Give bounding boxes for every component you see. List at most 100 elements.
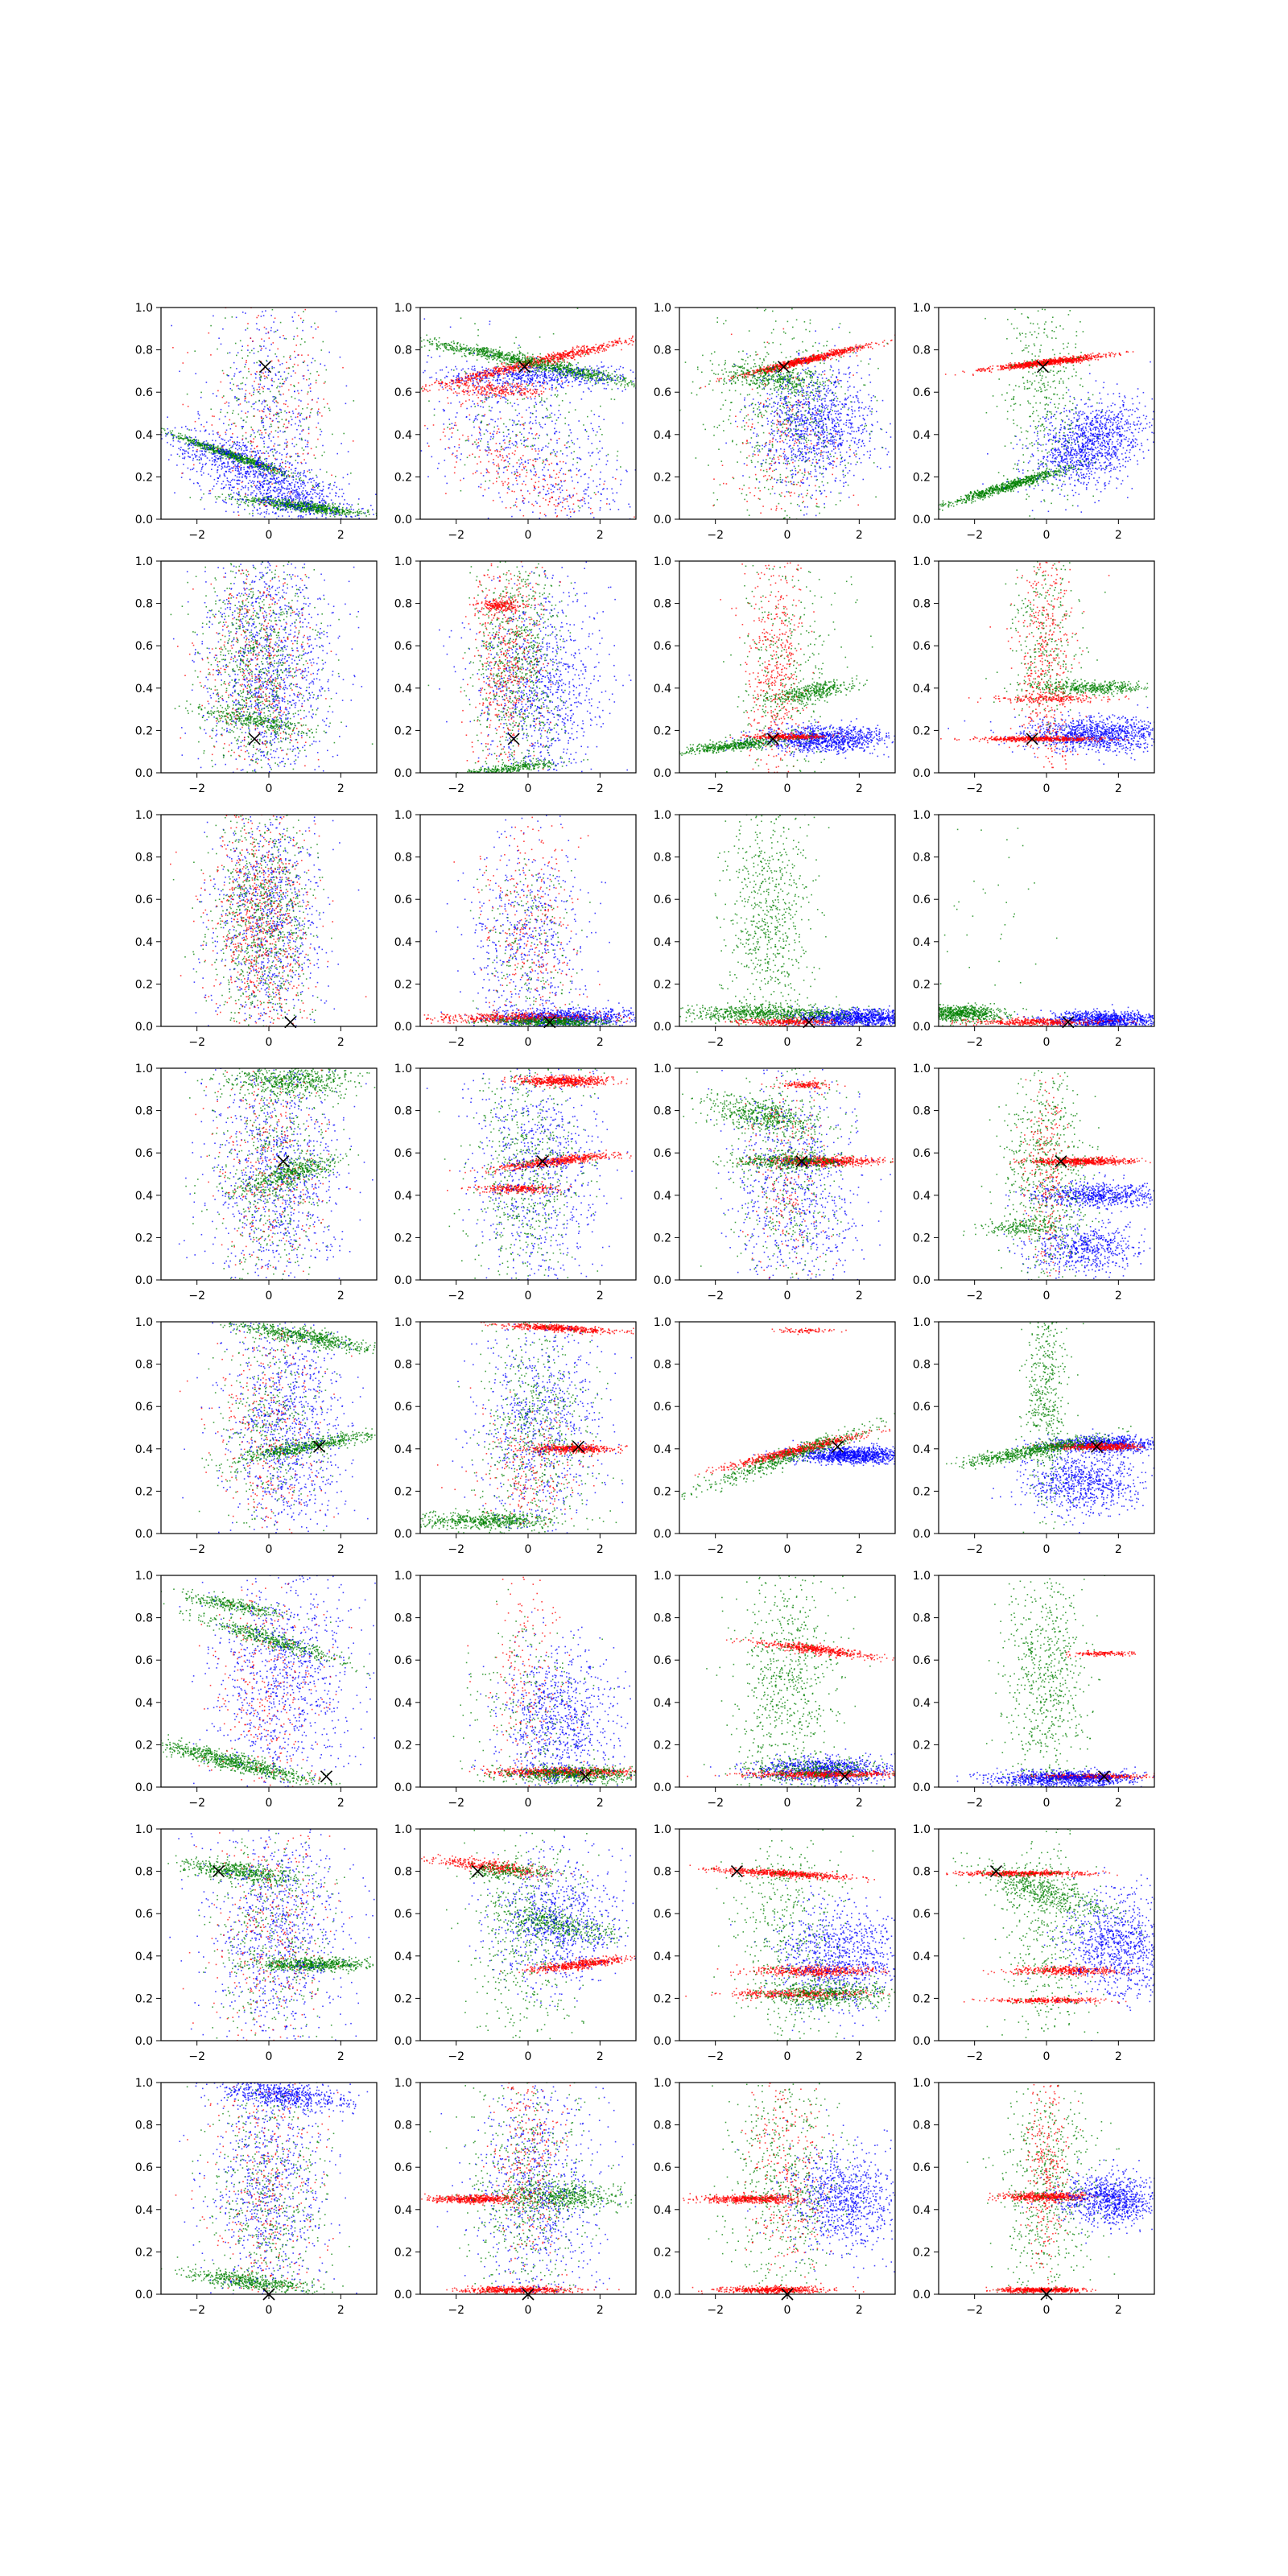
scatter-point — [245, 394, 246, 395]
scatter-point — [275, 318, 276, 320]
scatter-point — [220, 443, 221, 444]
scatter-point — [222, 370, 224, 372]
scatter-point — [274, 469, 275, 470]
scatter-point — [300, 517, 302, 518]
scatter-point — [238, 494, 240, 496]
scatter-point — [561, 356, 563, 357]
scatter-point — [440, 348, 441, 349]
scatter-point — [495, 355, 497, 357]
scatter-point — [313, 455, 315, 456]
scatter-point — [250, 471, 252, 473]
scatter-point — [264, 386, 266, 387]
scatter-point — [314, 514, 316, 515]
scatter-point — [180, 433, 182, 435]
scatter-point — [328, 496, 329, 497]
scatter-point — [476, 349, 477, 350]
scatter-point — [265, 477, 266, 479]
scatter-point — [196, 445, 197, 447]
scatter-point — [196, 459, 198, 460]
scatter-point — [299, 415, 301, 416]
scatter-point — [270, 466, 272, 468]
scatter-point — [241, 418, 242, 419]
scatter-point — [217, 451, 218, 452]
scatter-point — [501, 369, 502, 370]
scatter-point — [255, 470, 257, 472]
scatter-point — [603, 343, 605, 345]
scatter-point — [338, 506, 340, 508]
scatter-point — [462, 383, 464, 385]
scatter-point — [268, 483, 270, 485]
scatter-point — [295, 423, 296, 425]
scatter-point — [238, 480, 240, 481]
scatter-point — [445, 345, 447, 347]
scatter-point — [229, 440, 231, 441]
scatter-point — [303, 510, 304, 511]
scatter-point — [260, 502, 262, 504]
scatter-point — [436, 345, 438, 346]
scatter-point — [532, 357, 534, 358]
scatter-point — [225, 456, 226, 457]
scatter-point — [553, 365, 555, 366]
scatter-point — [298, 354, 299, 356]
scatter-point — [534, 364, 535, 365]
scatter-point — [477, 345, 479, 347]
scatter-point — [247, 411, 249, 413]
scatter-point — [183, 404, 184, 406]
scatter-point — [240, 455, 242, 456]
scatter-point — [269, 492, 270, 493]
scatter-point — [200, 448, 202, 449]
scatter-point — [275, 513, 277, 514]
scatter-point — [262, 498, 264, 500]
scatter-point — [199, 463, 200, 464]
scatter-point — [320, 510, 322, 512]
scatter-point — [251, 456, 253, 457]
scatter-point — [317, 506, 319, 507]
scatter-point — [289, 484, 291, 485]
scatter-point — [259, 466, 261, 468]
scatter-point — [279, 361, 280, 362]
scatter-point — [279, 465, 280, 467]
scatter-point — [189, 479, 191, 481]
scatter-point — [311, 448, 312, 450]
scatter-point — [222, 449, 224, 451]
scatter-point — [221, 469, 222, 470]
scatter-point — [208, 452, 210, 453]
scatter-point — [188, 429, 190, 431]
scatter-point — [223, 453, 225, 455]
scatter-point — [275, 480, 276, 481]
scatter-point — [301, 508, 303, 510]
scatter-point — [194, 454, 196, 456]
scatter-point — [473, 355, 474, 357]
scatter-point — [545, 356, 547, 357]
scatter-point — [282, 468, 283, 469]
scatter-point — [201, 467, 203, 469]
scatter-point — [199, 415, 200, 416]
scatter-point — [225, 511, 227, 513]
scatter-point — [266, 469, 268, 471]
scatter-point — [298, 477, 299, 478]
scatter-point — [241, 383, 242, 385]
scatter-point — [261, 423, 262, 424]
scatter-point — [307, 444, 308, 446]
scatter-point — [269, 349, 270, 351]
scatter-point — [474, 349, 476, 351]
scatter-point — [494, 367, 496, 369]
scatter-point — [479, 352, 481, 353]
scatter-point — [181, 473, 183, 474]
scatter-point — [629, 338, 630, 340]
scatter-point — [256, 362, 258, 364]
scatter-point — [446, 344, 448, 345]
scatter-point — [276, 489, 278, 490]
scatter-point — [290, 355, 291, 357]
scatter-point — [291, 376, 292, 378]
scatter-point — [225, 485, 227, 486]
scatter-point — [320, 495, 321, 497]
scatter-point — [613, 345, 614, 347]
scatter-point — [236, 398, 237, 399]
scatter-point — [254, 474, 256, 476]
scatter-point — [336, 486, 337, 488]
scatter-point — [613, 380, 614, 382]
scatter-point — [314, 492, 316, 493]
scatter-point — [305, 497, 307, 498]
scatter-point — [306, 506, 308, 508]
